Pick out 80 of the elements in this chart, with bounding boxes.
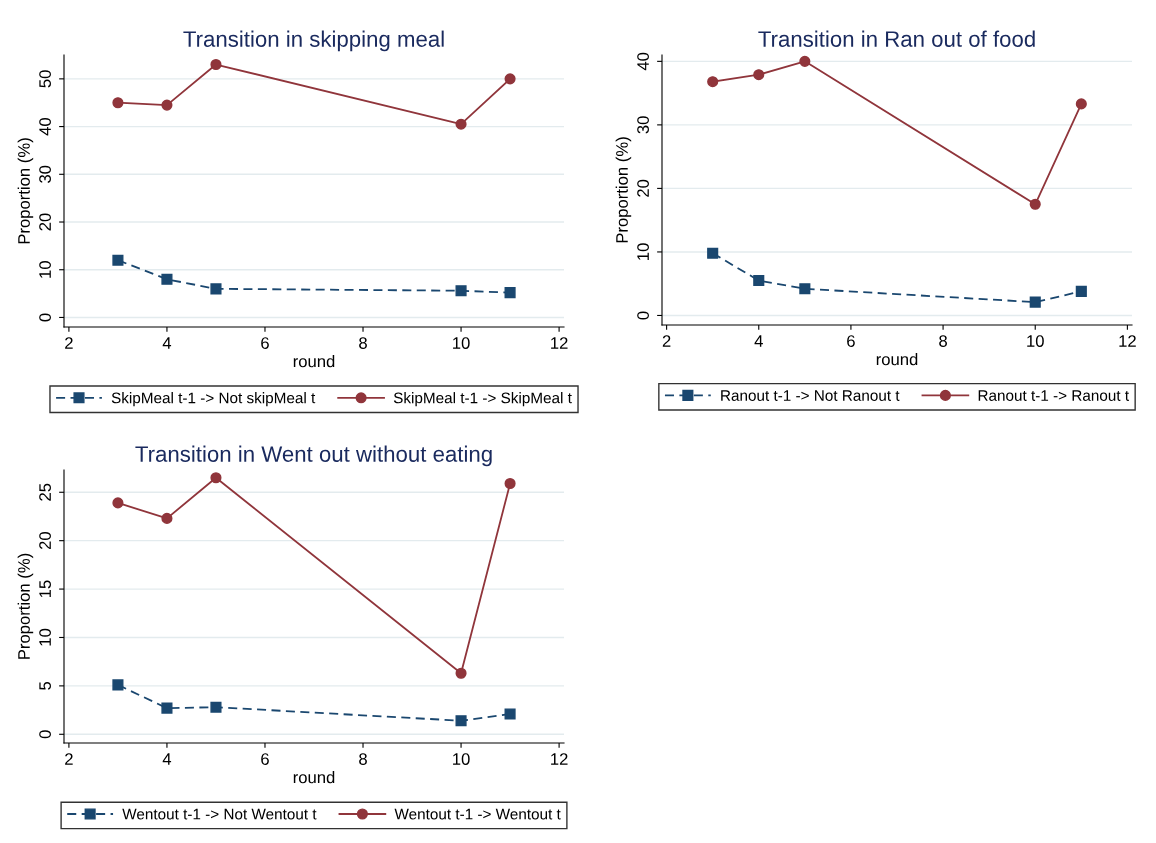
y-tick-label: 0 [39,313,51,322]
chart-title: Transition in Ran out of food [758,30,1035,47]
legend-label: Ranout t-1 -> Not Ranout t [721,390,900,401]
point [753,274,765,287]
x-tick-label: 4 [162,337,172,349]
y-axis-title: Proportion (%) [615,137,632,243]
point [112,254,124,266]
y-tick-label: 30 [637,116,649,134]
point [455,667,467,679]
legend-label: SkipMeal t-1 -> SkipMeal t [393,392,572,407]
y-tick-label: 50 [39,70,51,88]
x-tick-label: 4 [754,335,763,347]
x-axis-title: round [293,771,335,784]
point [455,118,467,130]
point [112,497,124,509]
x-tick-label: 6 [847,335,855,347]
point [707,247,719,259]
point [455,285,467,297]
y-tick-label: 10 [39,628,51,646]
x-tick-label: 2 [65,337,73,349]
x-tick-label: 12 [551,337,568,349]
x-tick-label: 8 [939,335,947,347]
point [504,708,516,720]
y-tick-label: 0 [637,311,649,320]
legend-label: Wentout t-1 -> Not Wentout t [122,808,317,820]
y-axis-title: Proportion (%) [17,138,34,244]
y-tick-label: 5 [39,681,51,690]
point [753,69,765,81]
chart-title: Transition in skipping meal [183,30,444,52]
y-tick-label: 25 [39,483,51,501]
y-tick-label: 20 [39,532,51,550]
point [504,287,516,299]
x-axis-title: round [293,355,335,368]
legend-label: SkipMeal t-1 -> Not skipMeal t [111,392,316,407]
x-axis-title: round [876,353,918,366]
x-tick-label: 12 [1119,335,1136,347]
point [455,715,467,727]
x-tick-label: 10 [453,753,470,765]
x-tick-label: 8 [359,337,367,349]
point [210,58,222,71]
x-tick-label: 2 [65,753,73,765]
x-tick-label: 2 [662,335,671,347]
x-tick-label: 6 [261,337,269,349]
x-tick-label: 6 [261,753,269,765]
y-axis-title: Proportion (%) [17,553,34,659]
x-tick-label: 8 [359,753,367,765]
point [161,512,173,524]
point [112,679,124,691]
point [1029,296,1041,308]
point [161,273,173,285]
x-tick-label: 12 [551,753,568,765]
point [210,472,222,484]
y-tick-label: 10 [637,243,649,260]
y-tick-label: 40 [637,52,649,71]
point [161,99,173,111]
point [210,701,222,713]
point [504,477,516,490]
point [799,283,811,295]
x-tick-label: 10 [1027,335,1044,347]
point [1075,98,1087,110]
x-tick-label: 4 [162,753,172,765]
y-tick-label: 15 [39,580,51,598]
point [504,73,516,85]
chart-title: Transition in Went out without eating [135,445,492,467]
y-tick-label: 0 [39,730,51,739]
y-tick-label: 20 [39,213,51,231]
y-tick-label: 10 [39,261,51,278]
y-tick-label: 40 [39,117,51,136]
point [161,702,173,714]
x-tick-label: 10 [453,337,470,349]
point [707,76,719,88]
y-tick-label: 30 [39,165,51,183]
point [799,55,811,67]
y-tick-label: 20 [637,179,649,197]
point [1075,285,1087,297]
point [210,283,222,295]
point [112,97,124,109]
legend-label: Ranout t-1 -> Ranout t [978,390,1129,401]
point [1029,198,1041,210]
legend-label: Wentout t-1 -> Wentout t [394,808,561,820]
